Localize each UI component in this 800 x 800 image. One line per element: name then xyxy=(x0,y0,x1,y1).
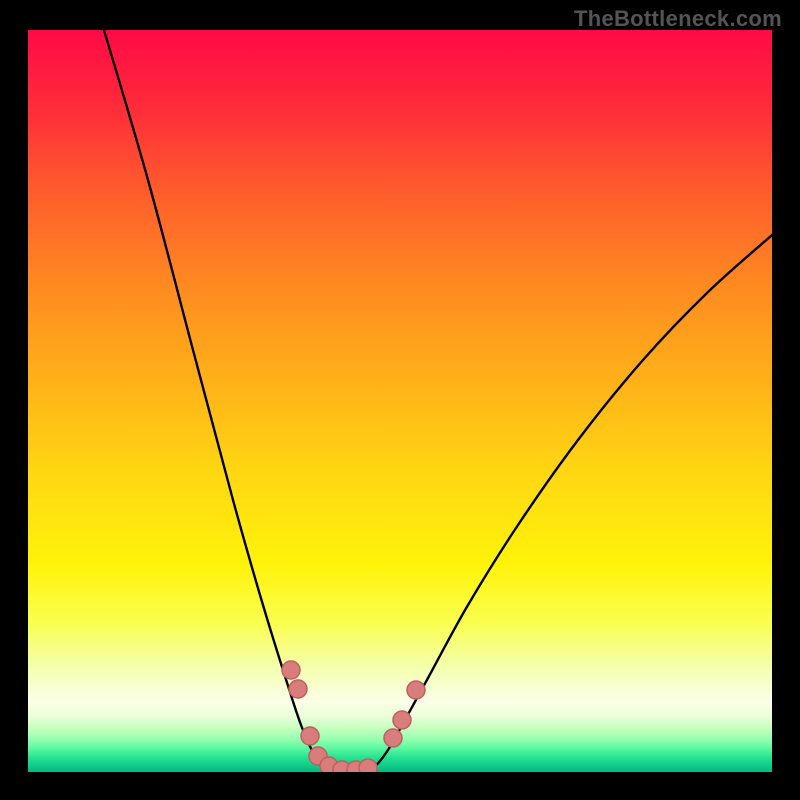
chart-gradient-background xyxy=(28,30,772,772)
watermark-text: TheBottleneck.com xyxy=(574,6,782,32)
chart-plot-area xyxy=(28,30,772,772)
